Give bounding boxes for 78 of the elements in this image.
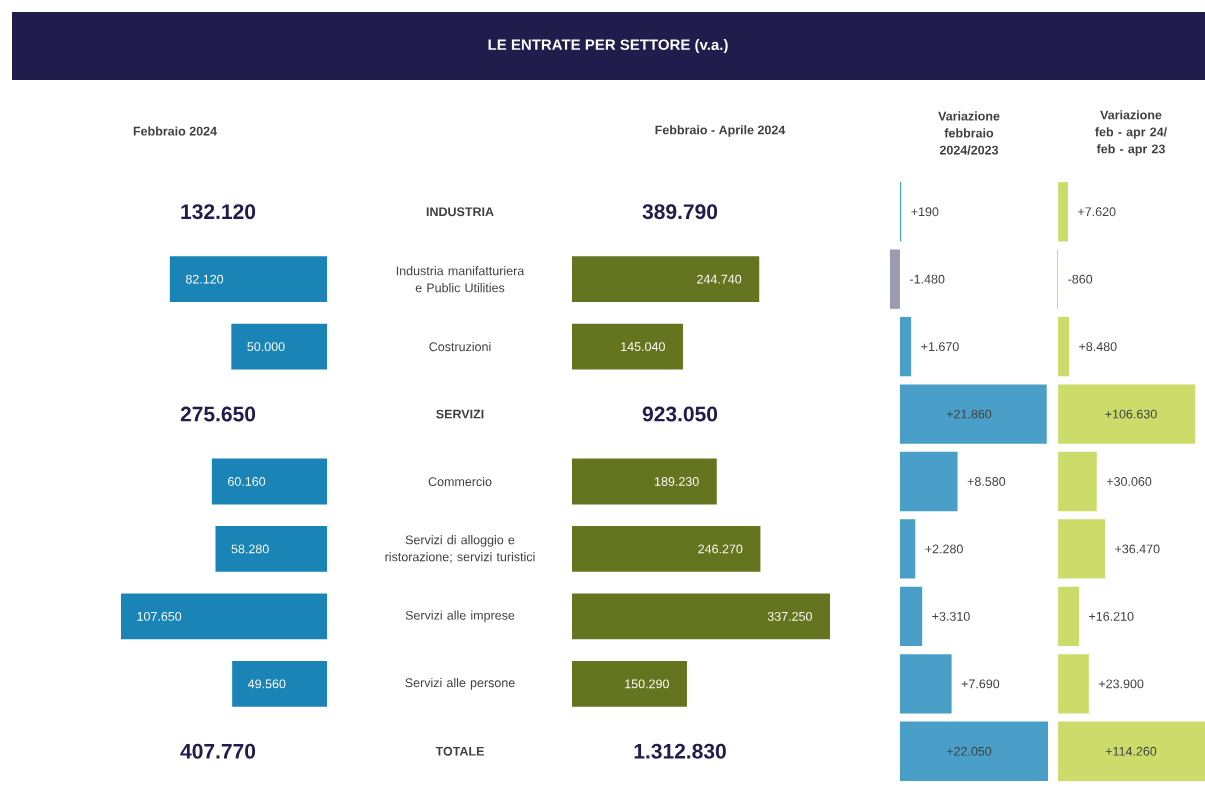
bar bbox=[121, 593, 327, 640]
y-tick-label: Industria manifatturiera e Public Utilities bbox=[396, 266, 525, 293]
annotation: 407.770 bbox=[180, 743, 256, 759]
chart-title: Febbraio 2024 bbox=[133, 126, 217, 136]
bar bbox=[899, 316, 912, 377]
bar bbox=[899, 721, 1048, 781]
annotation: 1.312.830 bbox=[634, 743, 726, 759]
chart-title: Variazione feb - apr 24/ feb - apr 23 bbox=[1095, 110, 1167, 156]
annotation: 923.050 bbox=[642, 406, 718, 422]
bar bbox=[1058, 451, 1097, 512]
bar bbox=[211, 458, 327, 505]
annotation: 132.120 bbox=[181, 204, 256, 220]
data-label: +106.630 bbox=[1105, 409, 1157, 419]
bar bbox=[899, 384, 1047, 444]
data-label: 50.000 bbox=[247, 342, 285, 352]
chart-subtitle: Febbraio - Aprile 2024 bbox=[655, 125, 786, 137]
data-label: 244.740 bbox=[697, 274, 742, 284]
y-tick-label: Servizi di alloggio e ristorazione; servizi turistici bbox=[385, 535, 535, 563]
data-label: 58.280 bbox=[231, 544, 269, 554]
data-label: 107.650 bbox=[137, 611, 182, 621]
y-tick-label: TOTALE bbox=[435, 746, 484, 756]
data-label: +8.480 bbox=[1079, 342, 1117, 352]
bar bbox=[572, 458, 717, 505]
bar bbox=[1058, 586, 1079, 647]
chart-title: LE ENTRATE PER SETTORE (v.a.) bbox=[488, 39, 728, 53]
data-label: +23.900 bbox=[1098, 679, 1144, 689]
data-label: +190 bbox=[911, 207, 939, 217]
bar bbox=[899, 586, 923, 647]
data-label: +3.310 bbox=[932, 611, 970, 621]
y-tick-label: Servizi alle persone bbox=[405, 677, 515, 690]
data-label: 82.120 bbox=[185, 274, 224, 284]
bar bbox=[890, 249, 900, 309]
y-tick-label: Servizi alle imprese bbox=[405, 610, 515, 623]
data-label: 189.230 bbox=[655, 477, 699, 486]
data-label: +21.860 bbox=[946, 409, 992, 419]
data-label: +7.690 bbox=[961, 679, 1000, 689]
bar bbox=[572, 593, 831, 640]
bar bbox=[231, 323, 327, 370]
data-label: +7.620 bbox=[1078, 207, 1116, 217]
bar bbox=[1058, 384, 1196, 444]
data-label: 60.160 bbox=[228, 477, 266, 486]
bar bbox=[899, 451, 958, 512]
y-tick-label: Costruzioni bbox=[429, 342, 491, 352]
bar bbox=[1058, 316, 1070, 377]
y-tick-label: Commercio bbox=[428, 476, 492, 487]
bar bbox=[169, 256, 327, 303]
bar bbox=[1058, 519, 1105, 579]
data-label: 337.250 bbox=[767, 611, 812, 621]
data-label: +36.470 bbox=[1115, 544, 1160, 554]
data-label: 145.040 bbox=[621, 342, 665, 352]
bar bbox=[899, 654, 952, 714]
data-label: -860 bbox=[1068, 274, 1093, 284]
data-label: -1.480 bbox=[910, 274, 945, 284]
bar bbox=[899, 519, 916, 579]
data-label: +22.050 bbox=[946, 746, 992, 756]
data-label: 150.290 bbox=[625, 679, 669, 689]
bar bbox=[1058, 182, 1068, 242]
bar bbox=[572, 256, 760, 303]
bar bbox=[215, 526, 327, 572]
y-tick-label: INDUSTRIA bbox=[426, 207, 494, 217]
bar bbox=[572, 323, 683, 370]
chart-title: Variazione febbraio 2024/2023 bbox=[938, 111, 1000, 155]
data-label: +114.260 bbox=[1105, 746, 1157, 756]
data-label: 246.270 bbox=[698, 544, 743, 554]
data-label: +1.670 bbox=[921, 342, 959, 352]
data-label: 49.560 bbox=[247, 679, 286, 689]
data-label: +16.210 bbox=[1089, 611, 1134, 621]
bar bbox=[572, 526, 761, 572]
bar bbox=[232, 660, 327, 707]
data-label: +8.580 bbox=[967, 477, 1006, 486]
data-label: +30.060 bbox=[1106, 477, 1152, 486]
bar bbox=[1058, 721, 1205, 781]
data-label: +2.280 bbox=[925, 544, 963, 554]
annotation: 389.790 bbox=[642, 204, 718, 220]
bar bbox=[572, 660, 687, 707]
bar bbox=[1058, 654, 1089, 714]
annotation: 275.650 bbox=[180, 406, 256, 422]
y-tick-label: SERVIZI bbox=[436, 409, 484, 419]
